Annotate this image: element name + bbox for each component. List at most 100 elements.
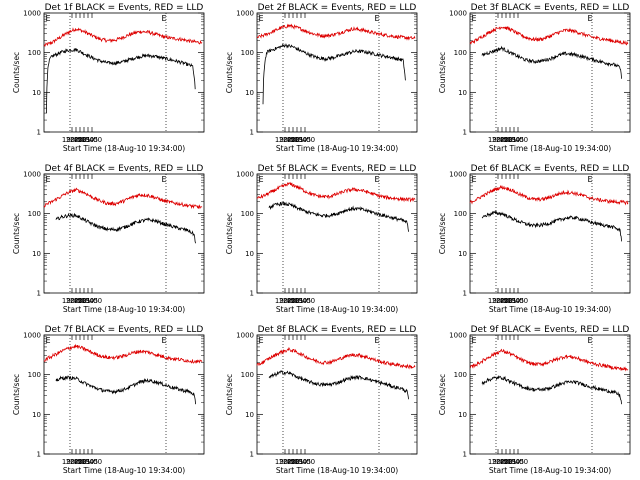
x-axis-label: Start Time (18-Aug-10 19:34:00) (276, 466, 398, 475)
x-tick-label: 20:30 (500, 458, 520, 466)
x-tick-label: 20:15 (496, 297, 516, 305)
event-marker: E (587, 175, 592, 184)
y-tick-label: 1 (250, 129, 254, 137)
x-tick-label: 20:30 (287, 458, 307, 466)
y-tick-label: 100 (241, 49, 254, 57)
x-tick-label: 20:45 (78, 297, 98, 305)
plot-frame (256, 173, 418, 294)
series-events-line (268, 201, 409, 232)
x-axis-label: Start Time (18-Aug-10 19:34:00) (63, 466, 185, 475)
x-tick-label: 20:30 (74, 136, 94, 144)
x-tick-label: 20:15 (70, 458, 90, 466)
x-tick-label: 20:00 (66, 136, 86, 144)
y-tick-label: 1000 (449, 332, 467, 340)
x-tick-label: 21:00 (295, 136, 315, 144)
event-marker: E (161, 336, 166, 345)
y-axis-label: Counts/sec (438, 213, 447, 254)
plot-frame (469, 12, 631, 133)
x-tick-label: 21:00 (295, 297, 315, 305)
panel-3: Det 3f BLACK = Events, RED = LLD 1 10 100 10… (438, 3, 631, 153)
x-tick-label: 19:45 (488, 136, 508, 144)
y-tick-label: 100 (241, 371, 254, 379)
x-tick-label: 20:15 (283, 297, 303, 305)
y-tick-label: 100 (454, 371, 467, 379)
series-lld-line (43, 343, 203, 364)
panel-7: Det 7f BLACK = Events, RED = LLD 1 10 100 10… (12, 325, 205, 475)
x-axis-label: Start Time (18-Aug-10 19:34:00) (276, 144, 398, 153)
panel-title: Det 8f BLACK = Events, RED = LLD (258, 325, 417, 335)
series-lld-line (43, 27, 203, 47)
series-lld-line (469, 348, 629, 372)
event-marker: E (45, 336, 50, 345)
y-tick-label: 1000 (23, 332, 41, 340)
x-tick-label: 20:00 (492, 136, 512, 144)
x-tick-label: 21:00 (82, 458, 102, 466)
y-tick-label: 1 (250, 290, 254, 298)
series-events-line (55, 375, 196, 405)
panel-title: Det 9f BLACK = Events, RED = LLD (471, 325, 630, 335)
panel-title: Det 6f BLACK = Events, RED = LLD (471, 164, 630, 174)
event-marker: E (374, 175, 379, 184)
series-lld-line (469, 26, 629, 46)
x-tick-label: 20:45 (78, 458, 98, 466)
series-events-line (481, 210, 622, 242)
x-axis-label: Start Time (18-Aug-10 19:34:00) (489, 144, 611, 153)
x-tick-label: 19:45 (488, 458, 508, 466)
panel-1: Det 1f BLACK = Events, RED = LLD 1 10 100 10… (12, 3, 205, 153)
x-tick-label: 20:30 (74, 458, 94, 466)
x-tick-label: 20:15 (496, 136, 516, 144)
event-marker: E (471, 175, 476, 184)
x-tick-label: 20:00 (492, 458, 512, 466)
y-axis-label: Counts/sec (225, 213, 234, 254)
panel-2: Det 2f BLACK = Events, RED = LLD 1 10 100 10… (225, 3, 418, 153)
series-events-line (268, 369, 409, 400)
y-axis-label: Counts/sec (225, 52, 234, 93)
event-marker: E (374, 336, 379, 345)
x-tick-label: 20:30 (500, 136, 520, 144)
x-tick-label: 20:00 (492, 297, 512, 305)
x-axis-label: Start Time (18-Aug-10 19:34:00) (489, 305, 611, 314)
plot-frame (43, 12, 205, 133)
panel-9: Det 9f BLACK = Events, RED = LLD 1 10 100 10… (438, 325, 631, 475)
y-tick-label: 100 (28, 49, 41, 57)
y-tick-label: 10 (245, 89, 254, 97)
y-tick-label: 1000 (236, 10, 254, 18)
y-tick-label: 100 (28, 371, 41, 379)
y-axis-label: Counts/sec (12, 52, 21, 93)
y-tick-label: 1000 (449, 10, 467, 18)
series-lld-line (469, 184, 629, 206)
x-tick-label: 19:45 (275, 136, 295, 144)
x-tick-label: 20:45 (291, 136, 311, 144)
x-tick-label: 20:45 (504, 136, 524, 144)
panel-title: Det 2f BLACK = Events, RED = LLD (258, 3, 417, 13)
y-tick-label: 10 (245, 250, 254, 258)
y-tick-label: 10 (458, 250, 467, 258)
y-axis-label: Counts/sec (438, 52, 447, 93)
series-lld-line (256, 346, 416, 370)
y-axis-label: Counts/sec (12, 213, 21, 254)
y-tick-label: 10 (32, 250, 41, 258)
event-marker: E (258, 14, 263, 23)
event-marker: E (374, 14, 379, 23)
y-tick-label: 100 (454, 210, 467, 218)
x-tick-label: 21:00 (82, 136, 102, 144)
y-tick-label: 1 (463, 129, 467, 137)
series-events-line (46, 48, 196, 114)
x-tick-label: 20:45 (78, 136, 98, 144)
x-tick-label: 20:45 (504, 458, 524, 466)
event-marker: E (471, 336, 476, 345)
series-events-line (481, 45, 622, 79)
x-tick-label: 20:00 (66, 297, 86, 305)
y-tick-label: 1 (463, 451, 467, 459)
x-tick-label: 19:45 (62, 297, 82, 305)
y-axis-label: Counts/sec (12, 374, 21, 415)
x-tick-label: 20:00 (279, 136, 299, 144)
x-tick-label: 21:00 (508, 136, 528, 144)
x-tick-label: 21:00 (295, 458, 315, 466)
y-tick-label: 10 (32, 89, 41, 97)
x-axis-label: Start Time (18-Aug-10 19:34:00) (63, 144, 185, 153)
x-tick-label: 19:45 (62, 458, 82, 466)
y-tick-label: 1 (37, 129, 41, 137)
y-tick-label: 1 (250, 451, 254, 459)
